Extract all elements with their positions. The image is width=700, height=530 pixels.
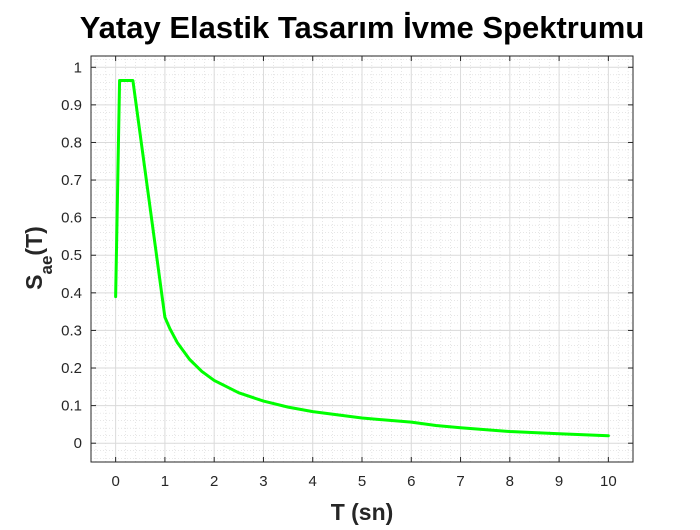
x-tick-label: 2 [210, 473, 218, 490]
x-tick-label: 4 [309, 473, 317, 490]
y-tick-label: 0 [74, 435, 82, 452]
y-axis-ticks: 0 0.1 0.2 0.3 0.4 0.5 0.6 0.7 0.8 0.9 1 [61, 59, 633, 452]
spectrum-line [114, 78, 610, 438]
x-tick-label: 10 [600, 473, 617, 490]
x-tick-label: 5 [358, 473, 366, 490]
y-tick-label: 0.9 [61, 97, 82, 114]
y-tick-label: 0.1 [61, 398, 82, 415]
x-tick-label: 9 [555, 473, 563, 490]
y-axis-label-suffix: (T) [21, 226, 47, 255]
x-tick-label: 3 [259, 473, 267, 490]
x-tick-label: 6 [407, 473, 415, 490]
x-axis-label: T (sn) [331, 499, 394, 525]
x-axis-ticks: 0 1 2 3 4 5 6 7 8 9 10 [111, 56, 617, 490]
y-tick-label: 0.7 [61, 172, 82, 189]
series-layer [114, 78, 610, 438]
y-axis-label-subscript: ae [37, 256, 56, 275]
y-axis-label-base: S [21, 274, 47, 289]
y-tick-label: 0.4 [61, 285, 82, 302]
y-tick-label: 0.8 [61, 134, 82, 151]
chart-title: Yatay Elastik Tasarım İvme Spektrumu [80, 10, 645, 45]
y-axis-label: Sae(T) [21, 226, 56, 290]
x-tick-label: 7 [456, 473, 464, 490]
y-tick-label: 0.6 [61, 210, 82, 227]
y-tick-label: 0.3 [61, 322, 82, 339]
y-tick-label: 0.2 [61, 360, 82, 377]
x-tick-label: 8 [506, 473, 514, 490]
y-tick-label: 0.5 [61, 247, 82, 264]
y-tick-label: 1 [74, 59, 82, 76]
major-grid [91, 56, 633, 462]
x-tick-label: 0 [111, 473, 119, 490]
x-tick-label: 1 [161, 473, 169, 490]
